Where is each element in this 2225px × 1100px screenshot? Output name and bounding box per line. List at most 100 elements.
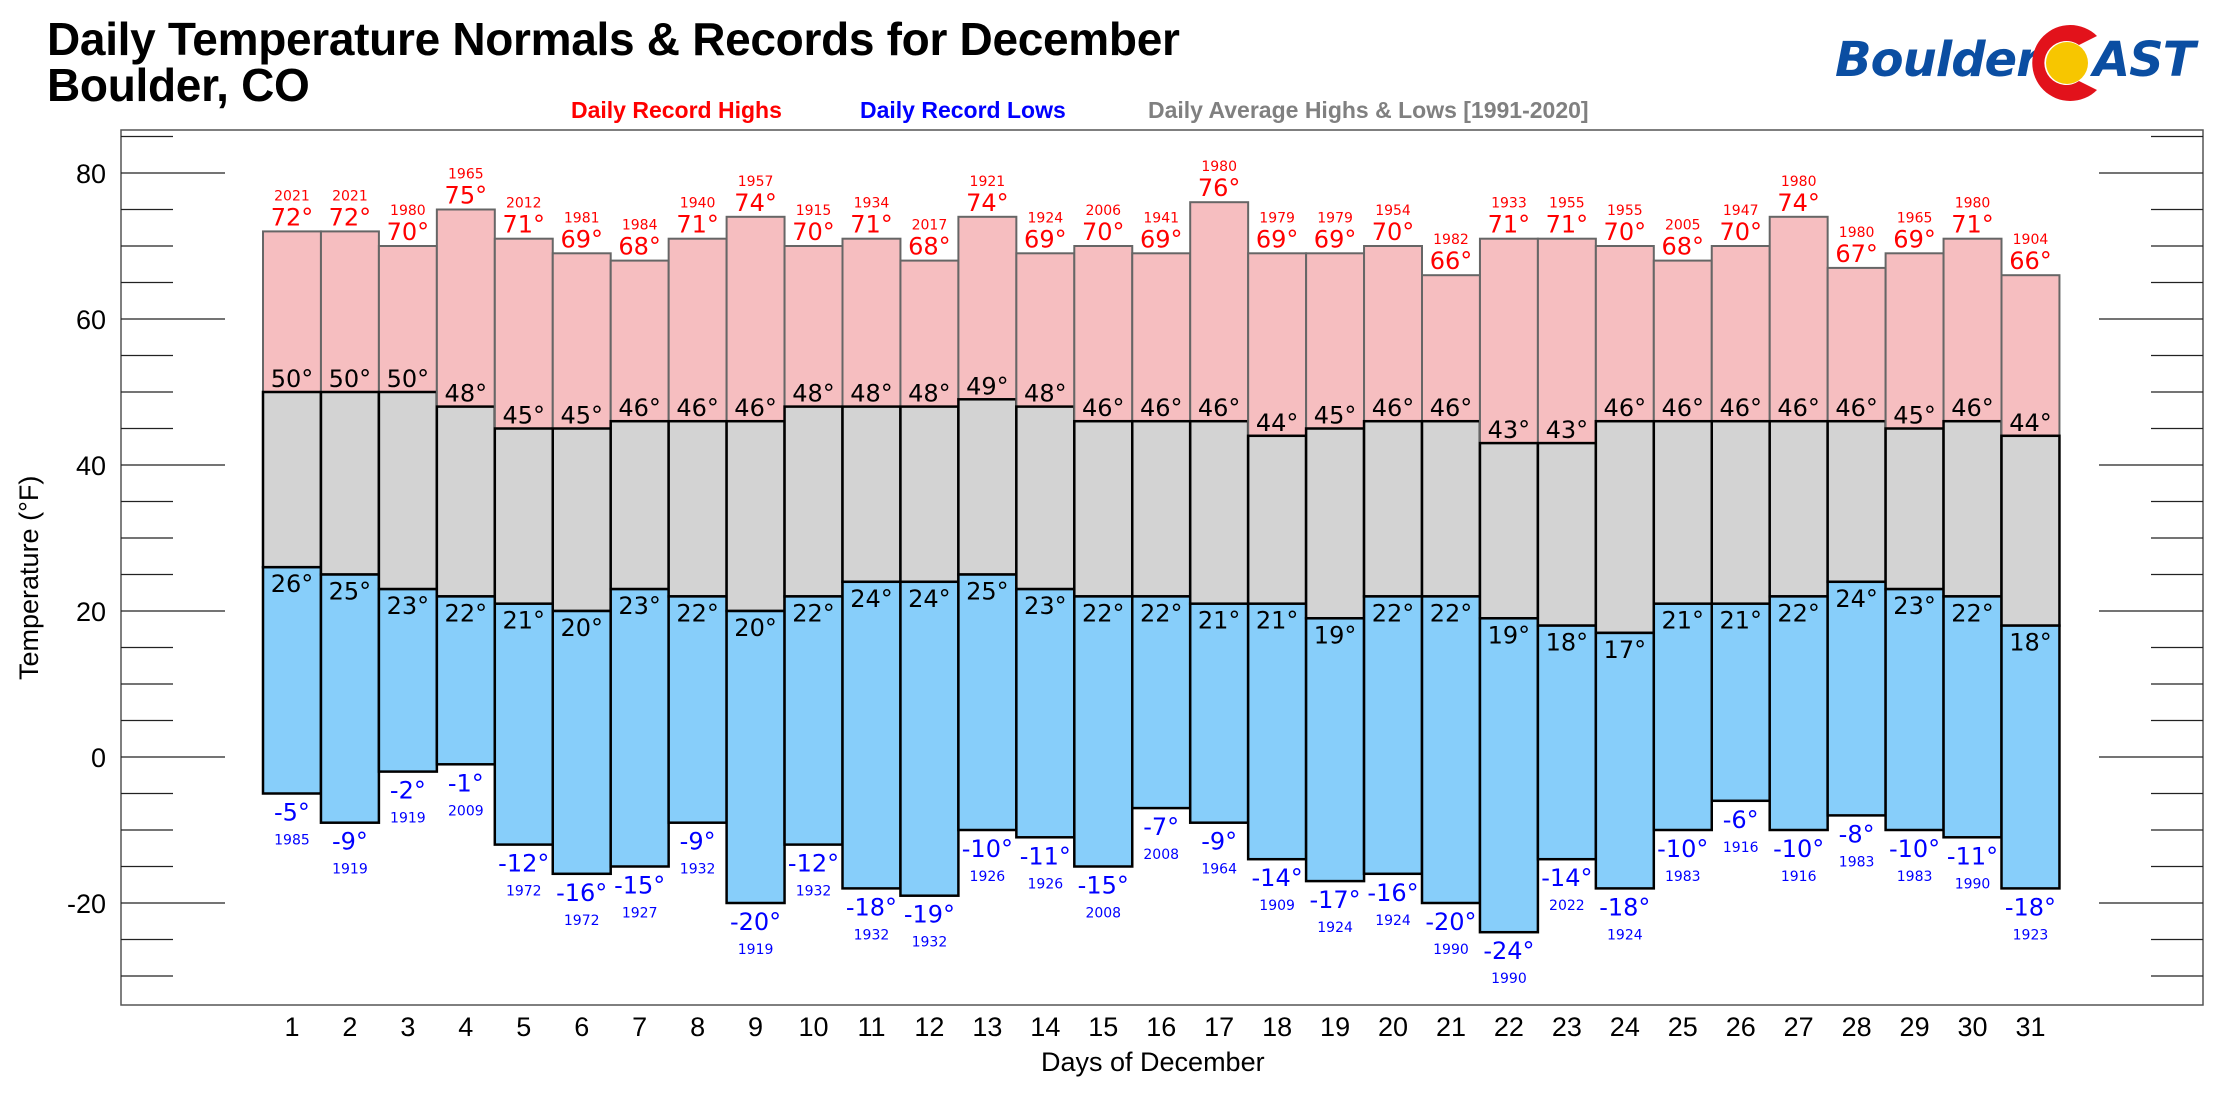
- record-high-year-label: 1980: [1839, 225, 1875, 241]
- avg-low-value-label: 22°: [1372, 599, 1415, 627]
- record-high-value-label: 70°: [1719, 218, 1762, 246]
- record-high-value-label: 66°: [2009, 247, 2052, 275]
- bouldercast-logo: Boulder AST: [1835, 18, 2195, 108]
- record-low-year-label: 2022: [1549, 898, 1585, 914]
- record-high-year-label: 1965: [448, 167, 484, 183]
- record-high-year-label: 1982: [1433, 232, 1469, 248]
- record-high-year-label: 1940: [680, 196, 716, 212]
- record-low-bar: [1246, 602, 1308, 861]
- record-high-value-label: 72°: [271, 203, 314, 231]
- record-high-value-label: 70°: [1604, 218, 1647, 246]
- record-low-bar: [609, 587, 670, 868]
- record-low-bar: [1188, 602, 1250, 824]
- record-low-bar: [319, 573, 381, 824]
- record-low-year-label: 1916: [1781, 869, 1817, 885]
- record-high-bar: [1189, 201, 1250, 423]
- avg-high-value-label: 46°: [1777, 394, 1820, 422]
- record-high-value-label: 74°: [966, 189, 1009, 217]
- record-low-bar: [1073, 595, 1134, 868]
- record-low-value-label: -9°: [1201, 828, 1237, 856]
- record-low-year-label: 1983: [1839, 854, 1875, 870]
- avg-high-value-label: 45°: [503, 402, 546, 430]
- average-bar: [1188, 419, 1250, 605]
- avg-high-value-label: 43°: [1488, 416, 1531, 444]
- record-high-bar: [1884, 252, 1945, 430]
- average-bar: [377, 390, 439, 591]
- record-low-value-label: -16°: [1367, 879, 1418, 907]
- avg-low-value-label: 26°: [271, 570, 314, 598]
- avg-low-value-label: 22°: [676, 599, 719, 627]
- record-low-value-label: -7°: [1143, 813, 1179, 841]
- avg-low-value-label: 23°: [387, 592, 430, 620]
- record-high-bar: [667, 237, 728, 423]
- record-low-bar: [551, 609, 612, 876]
- record-low-value-label: -8°: [1839, 820, 1875, 848]
- record-low-bar: [725, 609, 786, 905]
- average-bar: [725, 419, 786, 613]
- avg-high-value-label: 46°: [1604, 394, 1647, 422]
- record-high-value-label: 74°: [734, 189, 777, 217]
- x-tick-label: 10: [799, 1012, 829, 1042]
- record-high-value-label: 72°: [329, 203, 372, 231]
- record-high-year-label: 2006: [1085, 203, 1121, 219]
- avg-low-value-label: 21°: [1662, 607, 1705, 635]
- avg-low-value-label: 25°: [329, 578, 372, 606]
- record-low-year-label: 1985: [274, 833, 310, 849]
- record-high-value-label: 69°: [1140, 225, 1183, 253]
- x-tick-label: 3: [400, 1012, 415, 1042]
- record-high-bar: [1015, 252, 1076, 408]
- record-high-value-label: 67°: [1835, 240, 1878, 268]
- x-tick-label: 29: [1900, 1012, 1930, 1042]
- record-low-bar: [899, 580, 960, 897]
- x-tick-label: 12: [914, 1012, 944, 1042]
- average-bar: [957, 398, 1018, 576]
- average-bar: [1420, 419, 1482, 598]
- record-low-value-label: -2°: [390, 777, 426, 805]
- avg-low-value-label: 21°: [1719, 607, 1762, 635]
- avg-high-value-label: 48°: [1024, 380, 1067, 408]
- avg-high-value-label: 46°: [1719, 394, 1762, 422]
- average-bar: [1594, 419, 1656, 635]
- avg-low-value-label: 19°: [1314, 621, 1357, 649]
- avg-low-value-label: 22°: [1777, 599, 1820, 627]
- record-low-bar: [1304, 617, 1366, 883]
- record-high-value-label: 69°: [1024, 225, 1067, 253]
- record-high-value-label: 69°: [1314, 225, 1357, 253]
- record-high-year-label: 2021: [274, 188, 310, 204]
- record-high-year-label: 1955: [1549, 196, 1585, 212]
- record-low-value-label: -9°: [680, 828, 716, 856]
- average-bar: [1710, 419, 1771, 605]
- record-high-year-label: 1921: [970, 174, 1006, 190]
- record-low-value-label: -10°: [1657, 835, 1708, 863]
- record-high-bar: [725, 215, 786, 423]
- record-high-bar: [551, 252, 612, 430]
- record-low-bar: [1015, 587, 1076, 839]
- record-high-year-label: 1979: [1317, 210, 1353, 226]
- average-bar: [261, 390, 323, 569]
- record-high-value-label: 71°: [1546, 211, 1589, 239]
- avg-low-value-label: 24°: [908, 585, 951, 613]
- record-high-bar: [1652, 259, 1713, 423]
- x-tick-label: 18: [1262, 1012, 1292, 1042]
- avg-high-value-label: 43°: [1546, 416, 1589, 444]
- x-tick-label: 26: [1726, 1012, 1756, 1042]
- record-high-bar: [899, 259, 960, 408]
- record-high-year-label: 1980: [1955, 196, 1991, 212]
- record-low-value-label: -18°: [846, 893, 897, 921]
- average-bar: [1015, 405, 1076, 591]
- avg-low-value-label: 23°: [1893, 592, 1936, 620]
- avg-high-value-label: 50°: [387, 365, 430, 393]
- record-low-bar: [2000, 624, 2061, 890]
- avg-high-value-label: 44°: [1256, 409, 1299, 437]
- record-low-bar: [1884, 587, 1945, 832]
- record-low-bar: [1942, 595, 2003, 839]
- record-low-year-label: 1964: [1201, 862, 1237, 878]
- record-high-year-label: 1941: [1143, 210, 1179, 226]
- average-bar: [1246, 434, 1308, 605]
- record-low-year-label: 1924: [1375, 913, 1411, 929]
- average-bar: [435, 405, 497, 598]
- record-high-year-label: 2012: [506, 196, 542, 212]
- x-tick-label: 16: [1146, 1012, 1176, 1042]
- record-low-bar: [1478, 617, 1540, 934]
- plot-frame: [120, 129, 2204, 1006]
